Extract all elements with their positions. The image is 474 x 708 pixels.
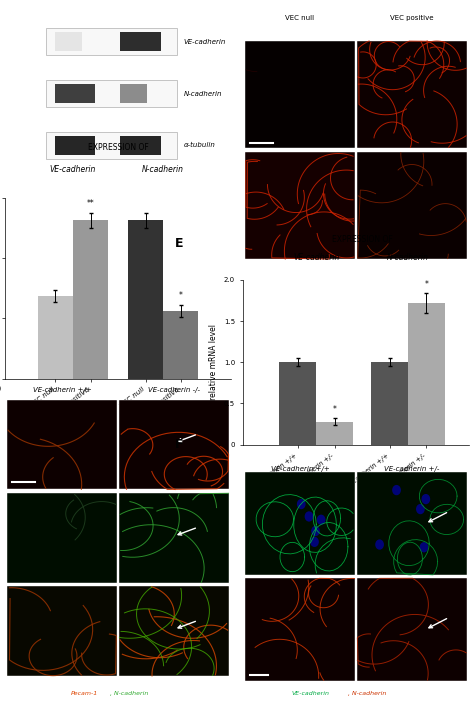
Ellipse shape [305,511,313,522]
Text: VEC positive: VEC positive [390,15,434,21]
Text: EXPRESSION OF: EXPRESSION OF [88,143,148,152]
Bar [408,303,445,445]
Bar [316,421,353,445]
Text: VE-cadherin: VE-cadherin [293,253,339,262]
Bar [371,362,408,445]
Bar [120,32,161,52]
Text: VE-cadherin -/-: VE-cadherin -/- [148,387,200,393]
Bar [279,362,316,445]
Text: E: E [175,237,183,250]
Text: VE-cadherin +/-: VE-cadherin +/- [384,466,439,472]
Bar [119,400,228,489]
Text: D: D [0,383,1,396]
Ellipse shape [419,542,428,552]
Bar [357,152,466,259]
Ellipse shape [375,539,384,549]
Text: , N-cadherin: , N-cadherin [110,691,148,696]
Ellipse shape [416,504,425,514]
Bar [357,472,466,576]
Ellipse shape [297,499,306,509]
Bar [46,28,177,55]
Bar [119,586,228,676]
Bar [46,80,177,108]
Bar [246,41,355,149]
Text: α-tubulin: α-tubulin [184,142,216,149]
Ellipse shape [310,537,319,547]
Ellipse shape [311,526,320,536]
Text: VE-cadherin +/+: VE-cadherin +/+ [271,466,329,472]
Text: VE-cadherin +/+: VE-cadherin +/+ [33,387,91,393]
Text: F: F [175,438,183,451]
Bar [73,220,108,379]
Bar [119,493,228,583]
Text: N-cadherin: N-cadherin [387,253,429,262]
Text: **: ** [87,199,94,208]
Bar [55,32,82,52]
Ellipse shape [421,494,430,504]
Bar [246,578,355,681]
Bar [246,472,355,576]
Text: VE-cadherin: VE-cadherin [184,39,226,45]
Text: *: * [333,405,337,414]
Text: , N-cadherin: , N-cadherin [348,691,386,696]
Bar [8,493,117,583]
Text: N-cadherin: N-cadherin [184,91,222,96]
Y-axis label: relative mRNA level: relative mRNA level [209,324,218,400]
Bar [120,136,161,155]
Text: N-cadherin: N-cadherin [142,165,184,174]
Bar [163,311,198,379]
Bar [246,152,355,259]
Bar [128,220,163,379]
Ellipse shape [317,515,326,525]
Text: VEC null: VEC null [285,15,315,21]
Bar [8,400,117,489]
Bar [55,84,95,103]
Text: merge: merge [0,621,3,641]
Bar [120,84,147,103]
Bar [38,296,73,379]
Bar [55,136,95,155]
Text: Pecam-1: Pecam-1 [71,691,98,696]
Text: VE-cadherin: VE-cadherin [292,691,329,696]
Bar [357,578,466,681]
Bar [357,41,466,149]
Text: VE-cadherin: VE-cadherin [50,165,96,174]
Text: *: * [179,291,182,300]
Text: *: * [424,280,428,289]
Bar [8,586,117,676]
Text: EXPRESSION OF: EXPRESSION OF [332,234,392,244]
Bar [46,132,177,159]
Ellipse shape [392,485,401,496]
